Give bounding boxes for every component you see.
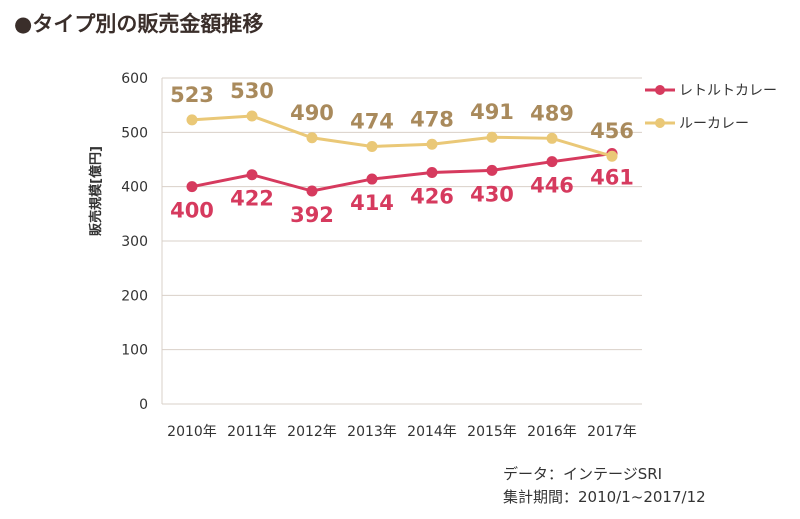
period-note: 集計期間：2010/1~2017/12 xyxy=(503,488,706,506)
data-point xyxy=(246,169,258,181)
x-tick-label: 2016年 xyxy=(527,424,577,440)
data-label: 422 xyxy=(230,187,274,211)
data-point xyxy=(366,140,378,152)
y-tick-label: 0 xyxy=(139,397,148,413)
data-label: 430 xyxy=(470,182,514,206)
x-tick-label: 2010年 xyxy=(167,424,217,440)
x-tick-label: 2015年 xyxy=(467,424,517,440)
data-label: 491 xyxy=(470,100,514,124)
data-label: 461 xyxy=(590,166,634,190)
legend-marker xyxy=(655,85,665,95)
data-point xyxy=(426,138,438,150)
y-tick-label: 200 xyxy=(121,288,148,304)
data-label: 400 xyxy=(170,199,214,223)
data-point xyxy=(366,173,378,185)
y-tick-label: 400 xyxy=(121,180,148,196)
data-label: 478 xyxy=(410,107,454,131)
data-label: 523 xyxy=(170,83,214,107)
y-axis-label: 販売規模[億円] xyxy=(88,146,104,236)
data-label: 392 xyxy=(290,203,334,227)
x-tick-label: 2014年 xyxy=(407,424,457,440)
data-point xyxy=(486,131,498,143)
data-label: 489 xyxy=(530,101,574,125)
data-point xyxy=(486,164,498,176)
data-point xyxy=(546,132,558,144)
legend-marker xyxy=(655,118,665,128)
data-label: 456 xyxy=(590,119,634,143)
data-label: 490 xyxy=(290,101,334,125)
data-point xyxy=(186,181,198,193)
x-tick-label: 2017年 xyxy=(587,424,637,440)
data-point xyxy=(186,114,198,126)
legend-label: レトルトカレー xyxy=(679,83,777,99)
data-point xyxy=(306,132,318,144)
x-tick-label: 2013年 xyxy=(347,424,397,440)
y-tick-label: 600 xyxy=(121,71,148,87)
source-note: データ：インテージSRI xyxy=(503,465,663,483)
data-point xyxy=(246,110,258,122)
data-point xyxy=(606,150,618,162)
series-line xyxy=(191,152,613,193)
x-tick-label: 2011年 xyxy=(227,424,277,440)
data-point xyxy=(546,156,558,168)
data-label: 446 xyxy=(530,174,574,198)
x-tick-label: 2012年 xyxy=(287,424,337,440)
data-label: 474 xyxy=(350,109,394,133)
y-tick-label: 100 xyxy=(121,343,148,359)
data-label: 426 xyxy=(410,185,454,209)
series-line xyxy=(191,114,613,158)
legend-label: ルーカレー xyxy=(679,116,749,132)
data-point xyxy=(306,185,318,197)
chart-title: ●タイプ別の販売金額推移 xyxy=(14,12,264,36)
data-point xyxy=(426,167,438,179)
y-tick-label: 500 xyxy=(121,125,148,141)
data-label: 530 xyxy=(230,79,274,103)
y-tick-label: 300 xyxy=(121,234,148,250)
data-label: 414 xyxy=(350,191,394,215)
